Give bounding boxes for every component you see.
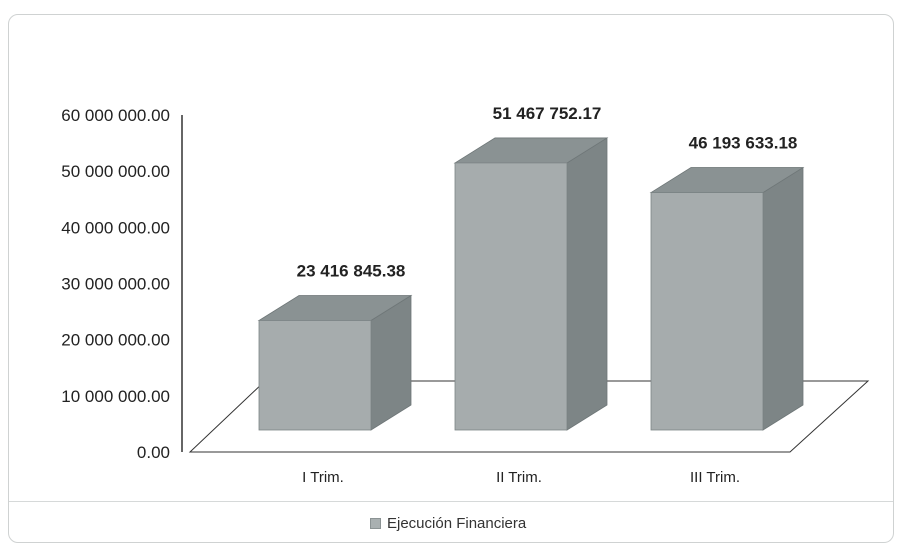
data-label: 46 193 633.18 <box>689 134 798 153</box>
y-tick-label: 50 000 000.00 <box>61 162 170 181</box>
y-tick-label: 0.00 <box>137 443 170 462</box>
x-tick-label: II Trim. <box>496 469 542 486</box>
legend-divider <box>9 501 893 502</box>
data-label: 23 416 845.38 <box>297 261 406 280</box>
bar <box>258 320 372 431</box>
y-tick-label: 40 000 000.00 <box>61 218 170 237</box>
y-tick-label: 10 000 000.00 <box>61 387 170 406</box>
legend: Ejecución Financiera <box>370 515 526 532</box>
bar-side <box>762 166 804 431</box>
y-tick-label: 60 000 000.00 <box>61 106 170 125</box>
data-label: 51 467 752.17 <box>493 104 602 123</box>
y-tick-label: 20 000 000.00 <box>61 331 170 350</box>
bar <box>454 162 568 431</box>
bar-side <box>566 137 608 431</box>
y-tick-label: 30 000 000.00 <box>61 275 170 294</box>
legend-swatch <box>370 518 381 529</box>
x-tick-label: I Trim. <box>302 469 344 486</box>
bar <box>650 192 764 431</box>
legend-label: Ejecución Financiera <box>387 515 527 532</box>
x-tick-label: III Trim. <box>690 469 740 486</box>
